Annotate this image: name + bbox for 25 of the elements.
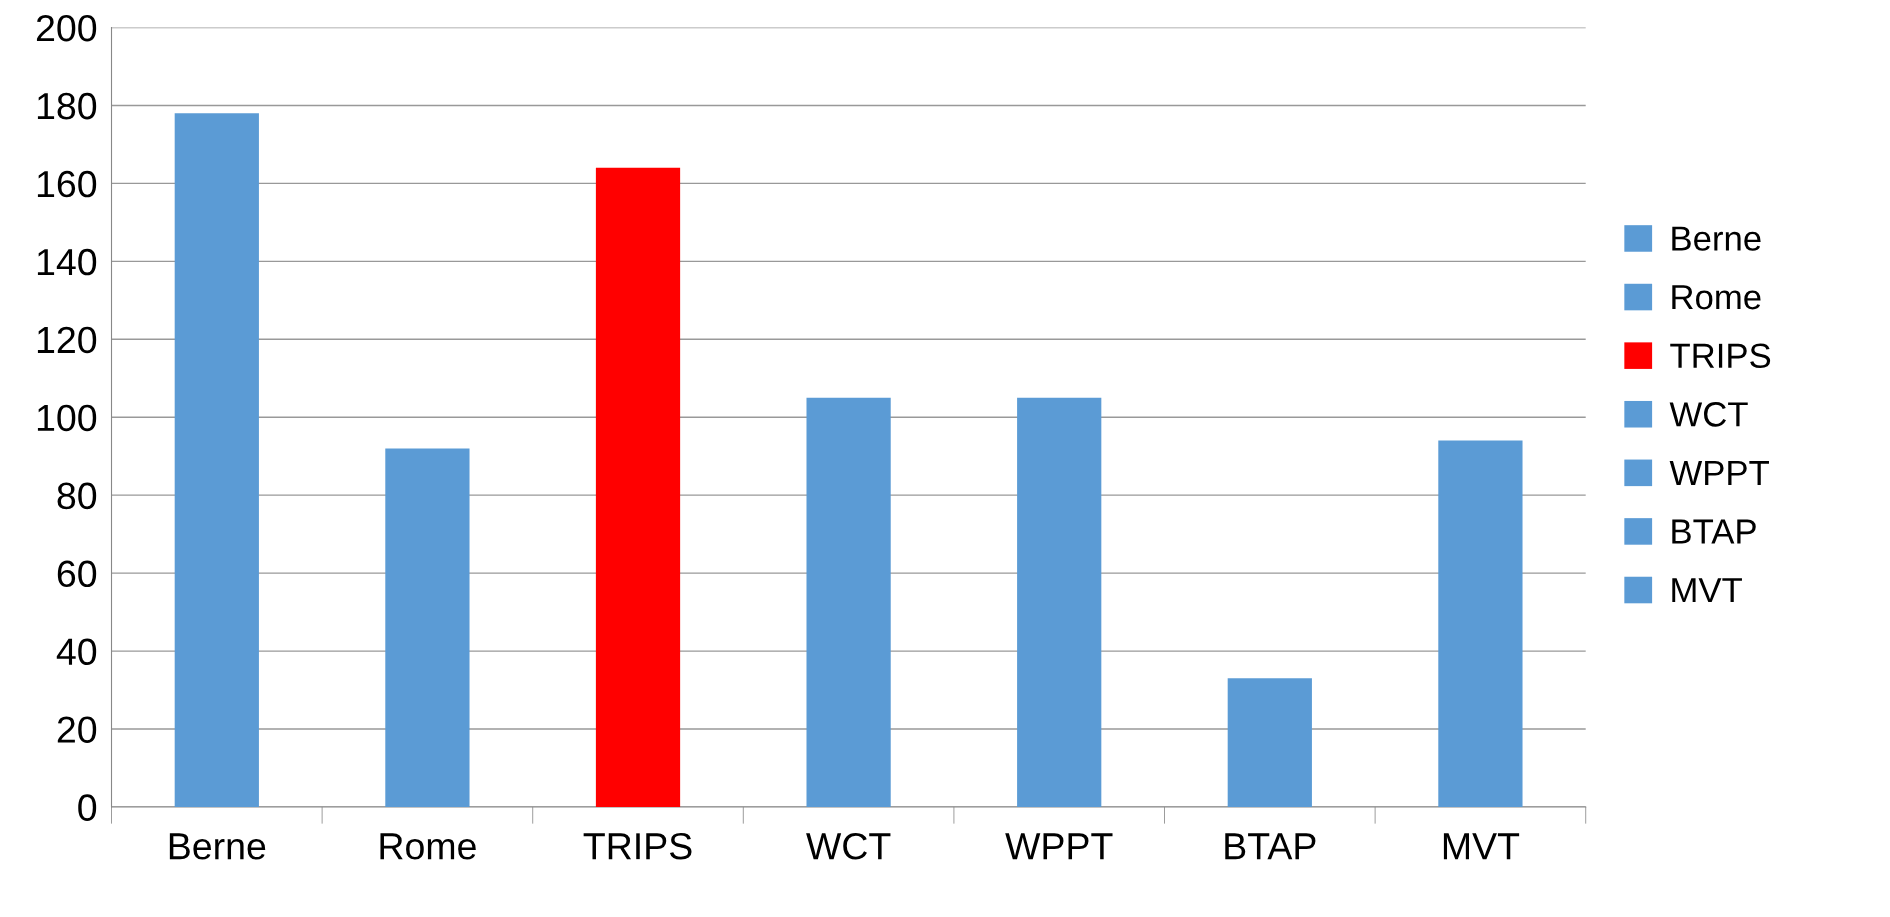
- legend-label: BTAP: [1672, 519, 1756, 544]
- y-tick-label: 120: [37, 326, 97, 354]
- legend-label: WCT: [1669, 402, 1748, 427]
- y-tick-label: 140: [37, 248, 97, 276]
- x-tick-label: MVT: [1443, 833, 1520, 860]
- x-tick-label: BTAP: [1225, 833, 1316, 860]
- y-tick-label: 60: [57, 560, 97, 588]
- x-tick-label: WPPT: [1005, 833, 1113, 860]
- legend-label: Berne: [1672, 226, 1761, 251]
- y-tick-label: 200: [36, 14, 97, 42]
- y-tick-label: 80: [57, 482, 97, 510]
- y-tick-label: 20: [57, 716, 97, 743]
- x-tick-label: Berne: [169, 833, 266, 860]
- y-tick-label: 0: [78, 794, 97, 821]
- legend-label: MVT: [1672, 578, 1742, 603]
- x-tick-label: TRIPS: [583, 832, 692, 860]
- y-tick-label: 100: [37, 404, 97, 432]
- y-tick-label: 180: [37, 92, 97, 120]
- x-tick-label: WCT: [806, 832, 891, 860]
- y-tick-label: 160: [37, 170, 97, 198]
- x-tick-label: Rome: [380, 833, 476, 860]
- y-tick-label: 40: [56, 638, 97, 666]
- legend-label: TRIPS: [1670, 343, 1771, 369]
- legend-label: Rome: [1672, 285, 1761, 310]
- legend-label: WPPT: [1669, 461, 1769, 485]
